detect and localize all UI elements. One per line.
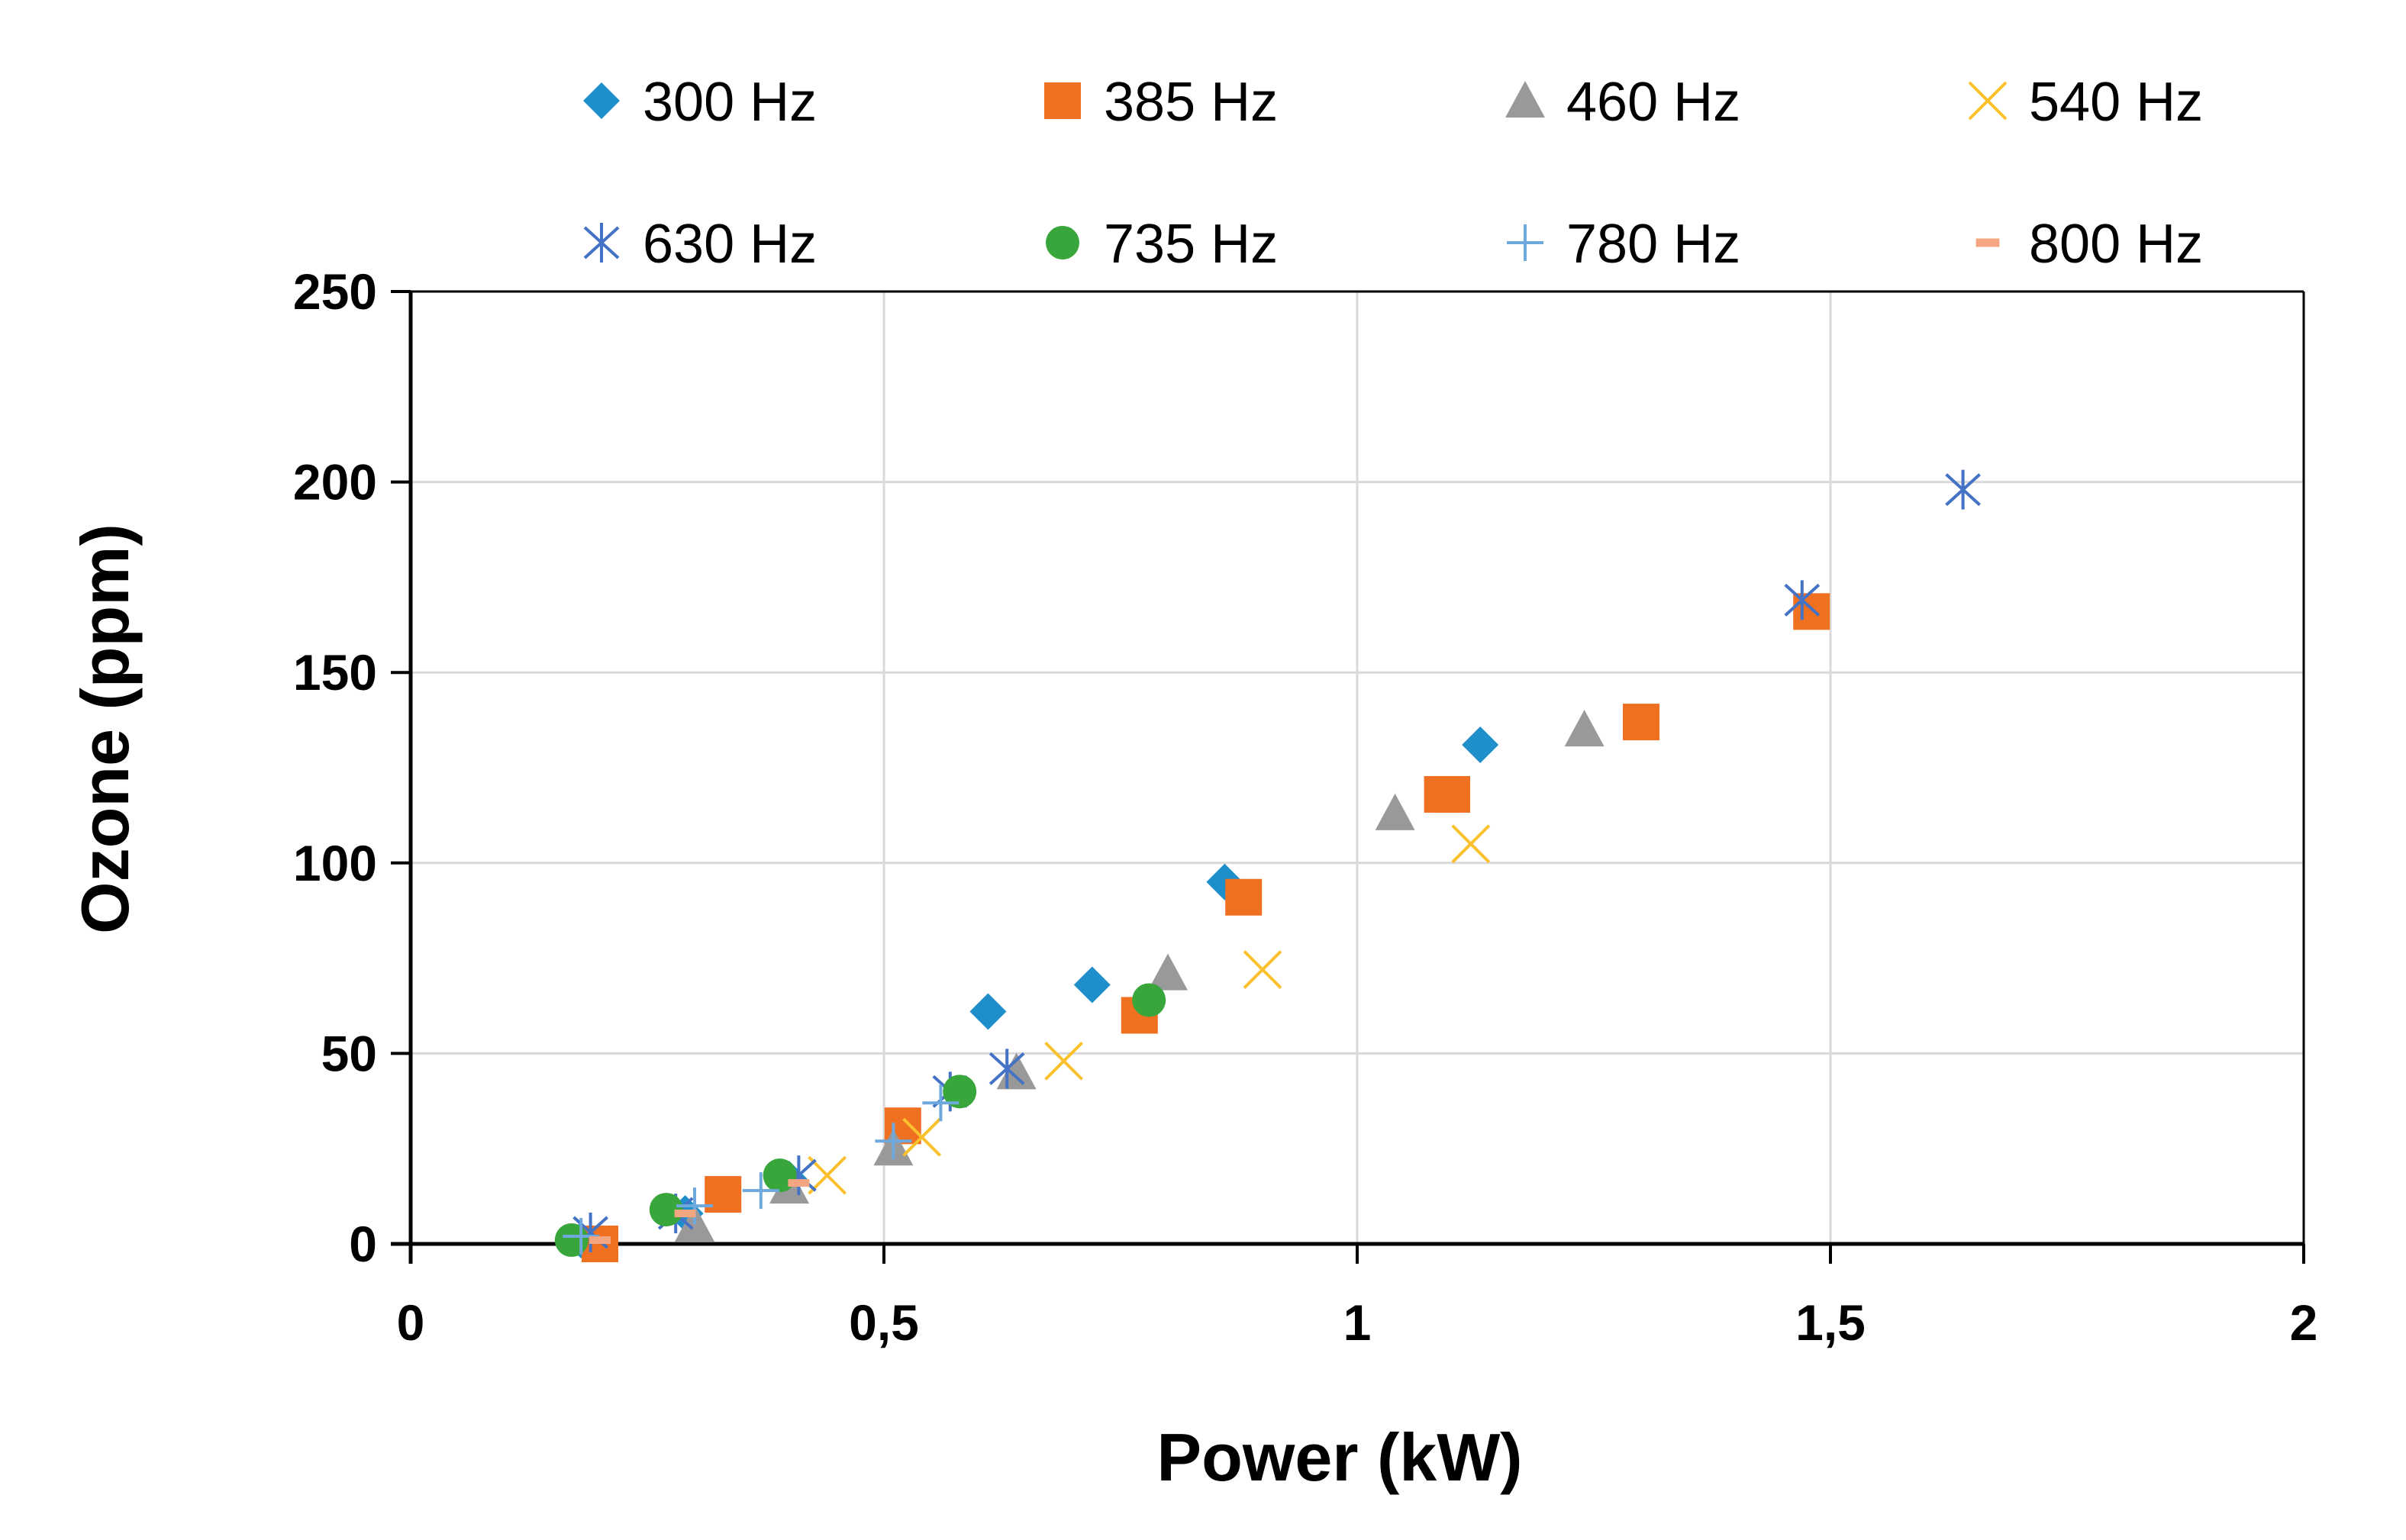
legend-marker-735-hz: [1046, 226, 1079, 259]
legend-marker-300-hz: [583, 82, 620, 119]
point-385-hz-7: [1623, 704, 1659, 741]
point-800-hz-0: [589, 1236, 611, 1245]
point-385-hz-4: [1225, 878, 1263, 916]
x-tick-label: 0: [397, 1294, 425, 1351]
point-735-hz-1: [649, 1193, 683, 1227]
point-800-hz-1: [674, 1210, 696, 1218]
point-800-hz-2: [788, 1179, 810, 1187]
legend-marker-630-hz: [583, 223, 620, 263]
y-tick-label: 50: [321, 1025, 377, 1081]
point-630-hz-5: [1784, 580, 1821, 620]
point-540-hz-3: [1243, 950, 1282, 989]
point-300-hz-3: [969, 993, 1007, 1030]
point-780-hz-2: [742, 1172, 779, 1210]
point-300-hz-4: [1073, 966, 1111, 1004]
x-tick-label: 1,5: [1795, 1294, 1866, 1351]
legend-label-780-hz: 780 Hz: [1566, 214, 1740, 275]
legend-label-630-hz: 630 Hz: [643, 214, 817, 275]
point-460-hz-6: [1564, 710, 1605, 747]
point-780-hz-4: [922, 1084, 959, 1122]
point-540-hz-1: [902, 1117, 942, 1157]
y-tick-label: 250: [293, 263, 377, 320]
x-tick-label: 1: [1343, 1294, 1372, 1351]
gridlines: [411, 290, 2304, 1244]
tick-labels: 0 50 100 150 200 250 0 0,5 1 1,5 2: [293, 263, 2317, 1351]
y-tick-label: 100: [293, 835, 377, 891]
legend-label-800-hz: 800 Hz: [2029, 214, 2203, 275]
legend-marker-460-hz: [1505, 81, 1545, 118]
legend-marker-385-hz: [1044, 82, 1081, 119]
legend-marker-800-hz: [1975, 238, 2000, 247]
point-630-hz-4: [989, 1049, 1025, 1089]
legend-label-385-hz: 385 Hz: [1104, 72, 1278, 133]
point-540-hz-0: [808, 1155, 847, 1195]
y-tick-label: 150: [293, 644, 377, 701]
axes: [391, 290, 2305, 1264]
legend-marker-540-hz: [1968, 81, 2008, 121]
point-540-hz-4: [1451, 824, 1491, 864]
point-735-hz-3: [943, 1074, 977, 1109]
point-460-hz-5: [1375, 793, 1415, 830]
point-780-hz-3: [875, 1123, 912, 1160]
point-385-hz-6: [1434, 775, 1470, 813]
point-460-hz-4: [1148, 953, 1188, 991]
legend-label-540-hz: 540 Hz: [2029, 72, 2203, 133]
x-tick-label: 2: [2290, 1294, 2318, 1351]
point-540-hz-2: [1044, 1041, 1084, 1081]
point-780-hz-1: [676, 1187, 713, 1225]
legend-label-735-hz: 735 Hz: [1104, 214, 1278, 275]
legend: 300 Hz 385 Hz 460 Hz 540 Hz 630 Hz 735 Hz 780 …: [583, 72, 2203, 275]
y-tick-label: 200: [293, 454, 377, 511]
x-tick-label: 0,5: [849, 1294, 919, 1351]
legend-label-300-hz: 300 Hz: [643, 72, 817, 133]
x-axis-title: Power (kW): [1156, 1419, 1522, 1495]
y-axis-title: Ozone (ppm): [67, 524, 143, 934]
y-tick-label: 0: [349, 1216, 377, 1272]
data-points: [554, 469, 1981, 1262]
point-300-hz-6: [1462, 727, 1499, 764]
point-735-hz-0: [554, 1223, 589, 1258]
legend-marker-780-hz: [1507, 224, 1543, 261]
legend-label-460-hz: 460 Hz: [1566, 72, 1740, 133]
point-735-hz-2: [763, 1158, 797, 1193]
point-630-hz-6: [1945, 469, 1981, 510]
point-735-hz-4: [1132, 983, 1166, 1017]
